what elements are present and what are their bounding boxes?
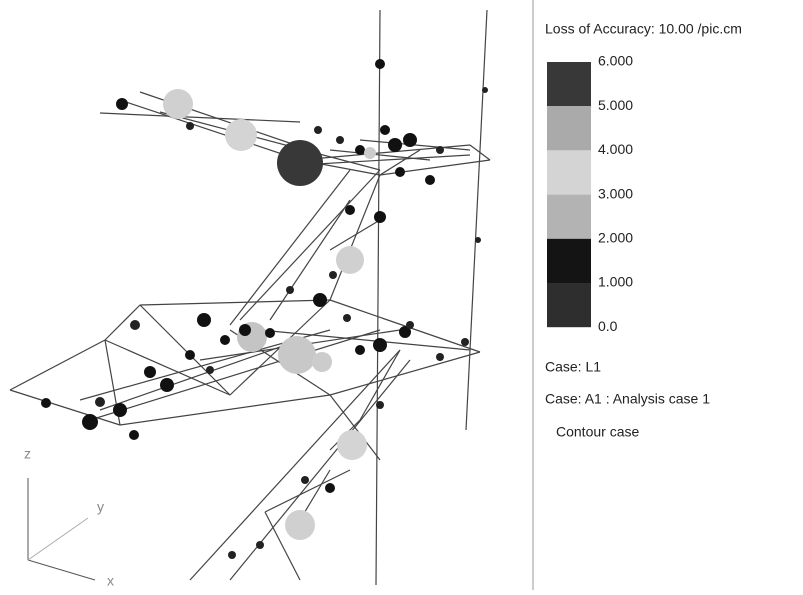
node-result — [325, 483, 335, 493]
legend-swatch — [547, 62, 591, 106]
node-result — [160, 378, 174, 392]
member — [240, 170, 380, 320]
member — [10, 340, 105, 390]
legend-label: 1.000 — [598, 274, 633, 290]
node-result — [313, 293, 327, 307]
node-result — [186, 122, 194, 130]
node-result — [185, 350, 195, 360]
legend: 6.000 5.000 4.000 3.000 2.000 1.000 0.0 — [547, 53, 633, 334]
node-result — [314, 126, 322, 134]
member — [265, 470, 350, 512]
member — [100, 113, 300, 122]
legend-swatch — [547, 150, 591, 194]
member — [120, 100, 300, 160]
node-result — [265, 328, 275, 338]
legend-swatch — [547, 195, 591, 239]
node-result — [364, 147, 376, 159]
node-result — [355, 145, 365, 155]
node-result — [144, 366, 156, 378]
node-result — [197, 313, 211, 327]
member — [466, 10, 487, 430]
legend-label: 3.000 — [598, 185, 633, 201]
node-result — [301, 476, 309, 484]
member — [300, 155, 470, 165]
node-result — [225, 119, 257, 151]
legend-label: 5.000 — [598, 97, 633, 113]
node-result — [373, 338, 387, 352]
node-result — [403, 133, 417, 147]
member — [90, 330, 380, 420]
axis-label: x — [107, 573, 114, 589]
node-result — [374, 211, 386, 223]
node-result — [337, 430, 367, 460]
node-result — [425, 175, 435, 185]
viewport: Loss of Accuracy: 10.00 /pic.cm 6.000 5.0… — [0, 0, 803, 590]
node-result — [286, 286, 294, 294]
node-result — [278, 336, 316, 374]
node-result — [130, 320, 140, 330]
node-result — [388, 138, 402, 152]
node-result — [355, 345, 365, 355]
node-result — [312, 352, 332, 372]
y-axis — [28, 518, 88, 560]
structure-model — [10, 10, 490, 585]
node-result — [375, 59, 385, 69]
node-result — [406, 321, 414, 329]
legend-label: 6.000 — [598, 53, 633, 69]
member — [190, 350, 400, 580]
node-result — [345, 205, 355, 215]
case-label: Case: A1 : Analysis case 1 — [545, 391, 710, 407]
node-result — [336, 136, 344, 144]
member — [140, 305, 230, 395]
node-result — [41, 398, 51, 408]
node-result — [436, 146, 444, 154]
node-result — [436, 353, 444, 361]
node-result — [376, 401, 384, 409]
member — [10, 390, 120, 425]
axis-label: z — [24, 446, 31, 462]
node-result — [336, 246, 364, 274]
node-result — [256, 541, 264, 549]
axis-triad: z y x — [24, 446, 114, 589]
legend-swatch — [547, 239, 591, 283]
node-result — [95, 397, 105, 407]
case-label: Case: L1 — [545, 359, 601, 375]
case-label: Contour case — [556, 424, 639, 440]
node-result — [129, 430, 139, 440]
member — [140, 300, 330, 305]
member — [330, 352, 480, 395]
legend-title: Loss of Accuracy: 10.00 /pic.cm — [545, 21, 742, 37]
node-result — [220, 335, 230, 345]
legend-swatch — [547, 283, 591, 327]
axis-label: y — [97, 499, 104, 515]
node-result — [343, 314, 351, 322]
node-result — [228, 551, 236, 559]
node-result — [206, 366, 214, 374]
member — [120, 395, 330, 425]
node-result — [113, 403, 127, 417]
node-result — [380, 125, 390, 135]
node-result — [82, 414, 98, 430]
node-result — [277, 140, 323, 186]
node-result — [285, 510, 315, 540]
node-result — [475, 237, 481, 243]
node-result — [395, 167, 405, 177]
legend-label: 4.000 — [598, 141, 633, 157]
legend-label: 2.000 — [598, 230, 633, 246]
member — [330, 175, 380, 300]
member — [330, 220, 380, 250]
node-result — [239, 324, 251, 336]
x-axis — [28, 560, 95, 580]
node-result — [116, 98, 128, 110]
legend-label: 0.0 — [598, 318, 618, 334]
node-result — [482, 87, 488, 93]
node-result — [461, 338, 469, 346]
node-result — [329, 271, 337, 279]
node-result — [163, 89, 193, 119]
member — [376, 10, 380, 585]
legend-swatch — [547, 106, 591, 150]
